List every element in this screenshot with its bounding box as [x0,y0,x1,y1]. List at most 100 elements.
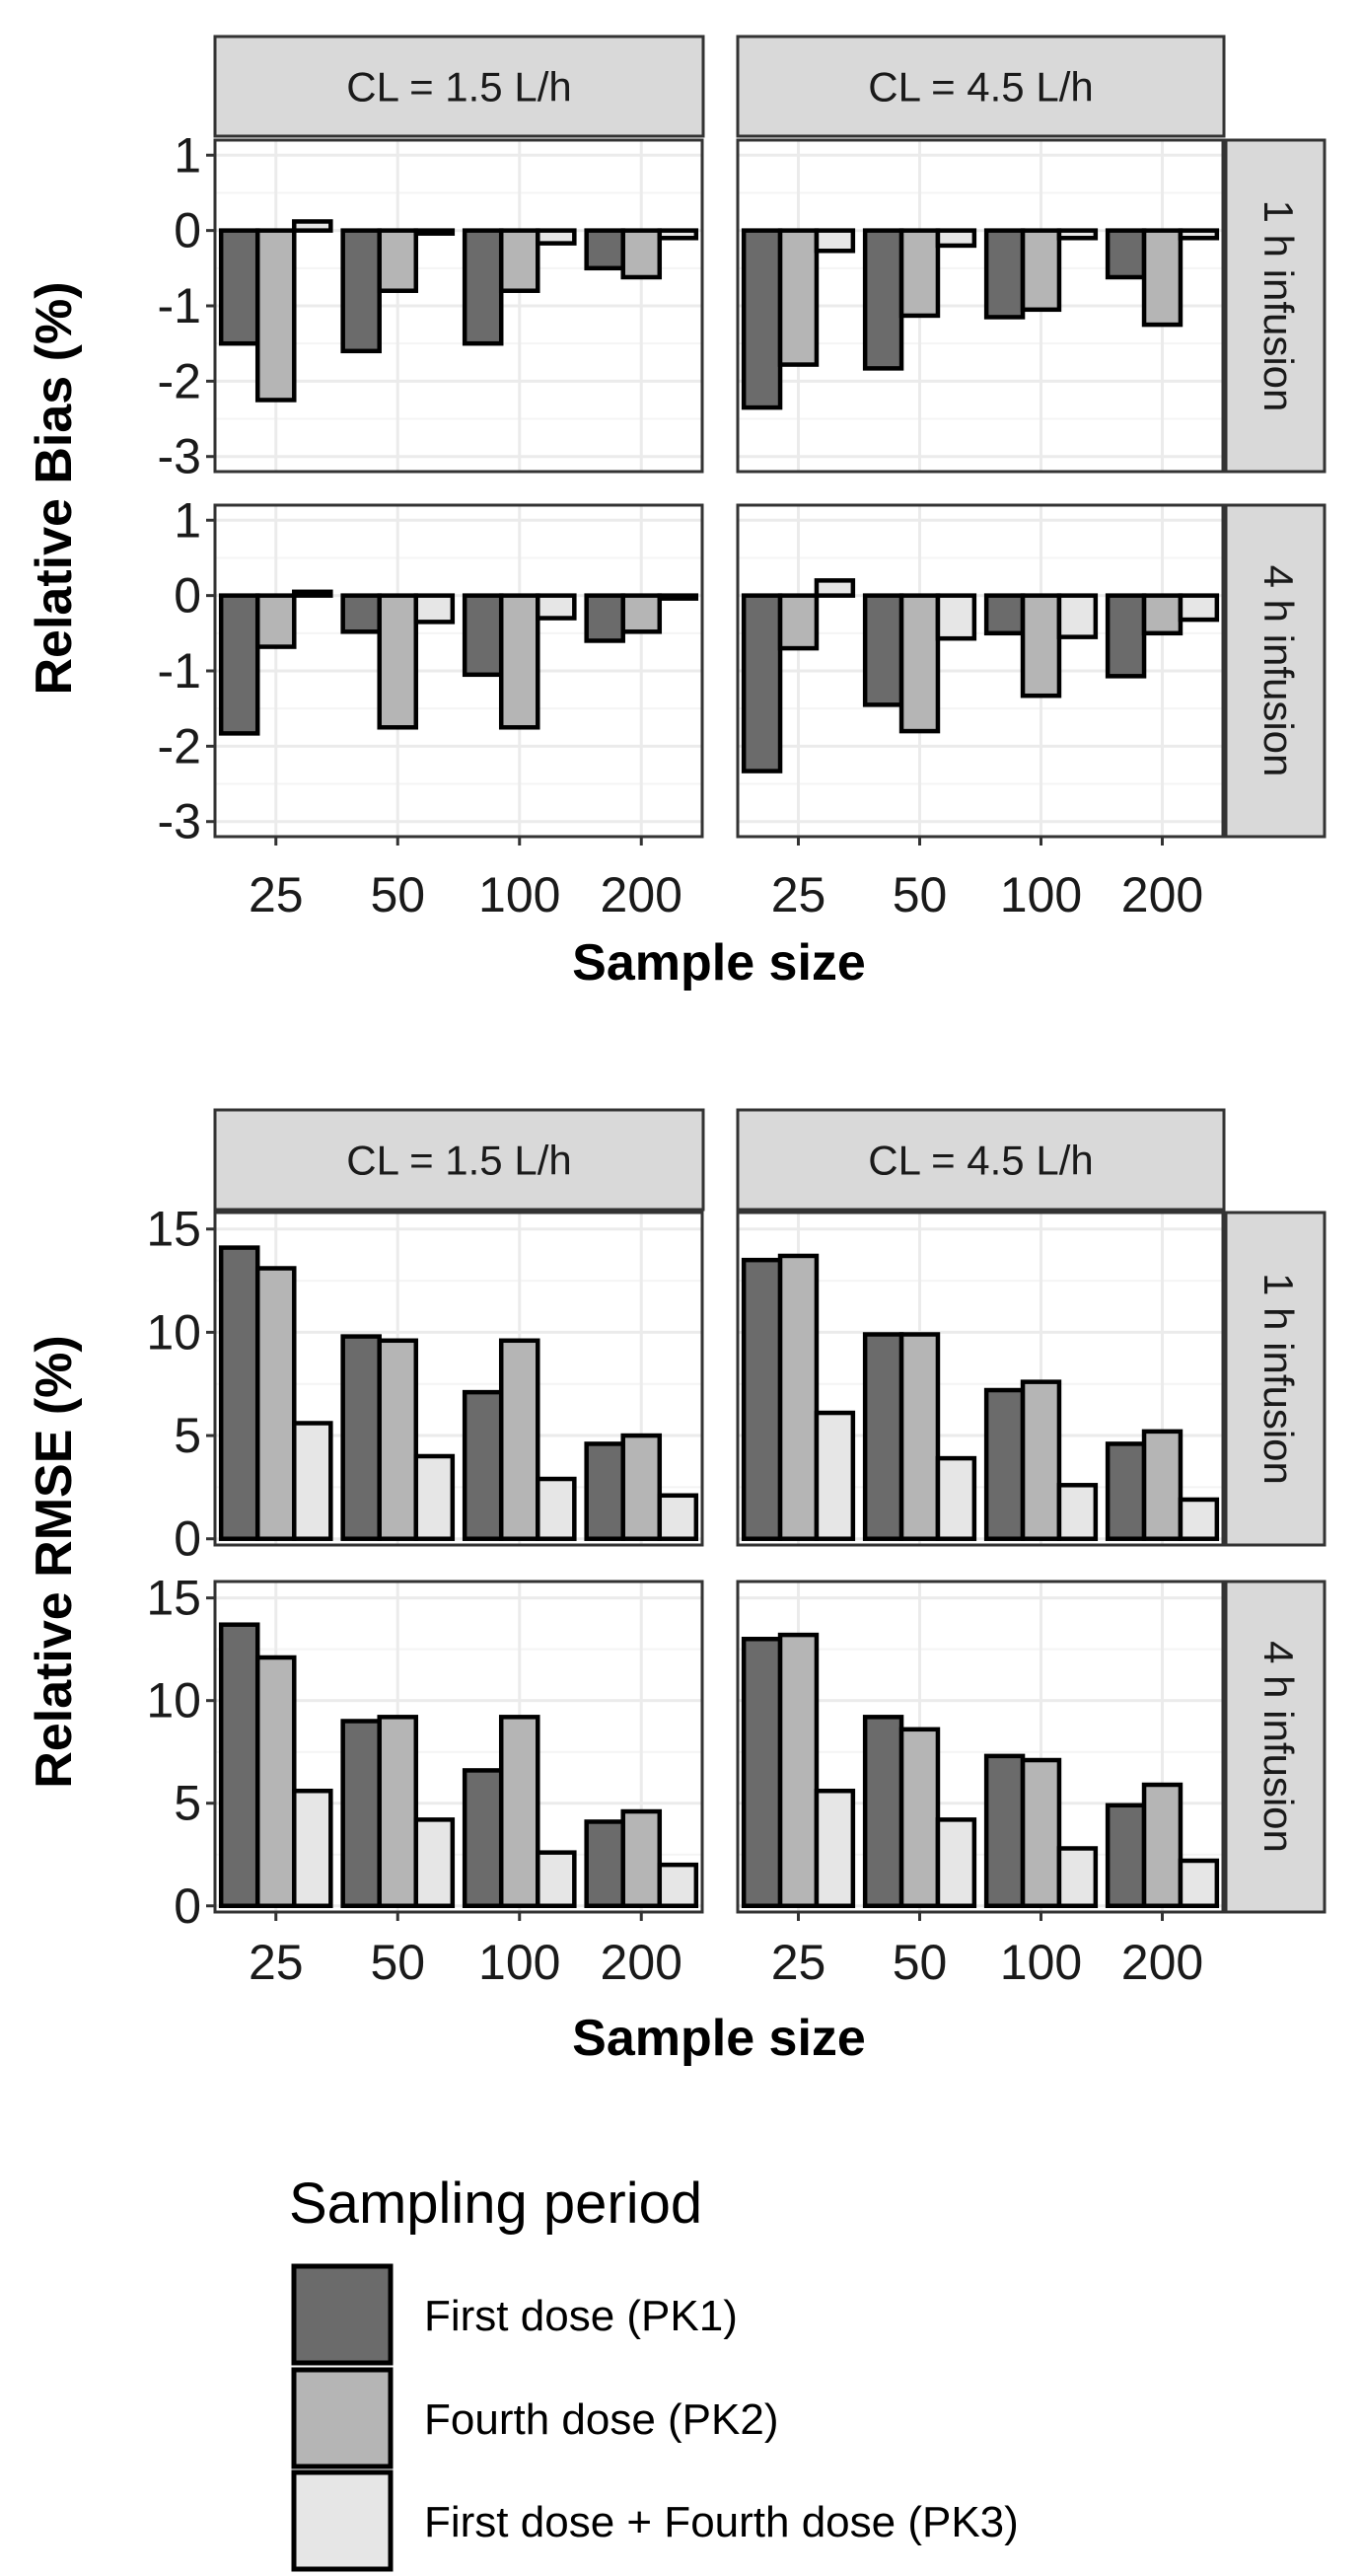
bar [1178,593,1220,623]
bar [741,593,783,773]
bar [862,593,904,707]
x-tick-label: 50 [893,867,948,922]
bar [218,593,260,736]
x-tick-label: 200 [601,867,682,922]
bar [898,1727,941,1909]
bar [935,228,977,249]
bar [584,1819,625,1909]
legend-key-pk3 [291,2469,394,2572]
x-tick-label: 100 [1000,867,1082,922]
bar [1105,593,1147,679]
bar [254,1266,297,1541]
x-tick-label: 200 [1121,1935,1203,1990]
column-strip [736,1108,1226,1212]
x-tick-label: 50 [893,1935,948,1990]
bar [1105,1441,1147,1541]
bar [814,578,856,598]
y-tick-label: -3 [158,794,201,849]
panel-border [213,1580,704,1914]
bar [983,228,1026,320]
column-strip [736,35,1226,138]
charts-layer: CL = 1.5 L/h CL = 4.5 L/h 1 h infusion 4 h … [26,35,1327,2067]
bar [1105,1803,1147,1909]
row-strip-label: 1 h infusion [1255,200,1302,412]
panel: 15 10 5 0 [146,1202,704,1567]
bar [777,1253,820,1541]
column-strip [213,35,705,138]
bar [292,1421,333,1541]
bar [657,1493,699,1541]
y-tick-label: -1 [158,278,201,333]
bar [340,1719,382,1909]
bar [377,228,419,293]
bar [1056,593,1099,639]
x-tick-label: 100 [1000,1935,1082,1990]
bar [862,1715,904,1909]
legend-label-pk1: First dose (PK1) [424,2292,738,2340]
bar [814,1410,856,1541]
legend-key-pk2 [291,2367,394,2469]
bar [657,1862,699,1909]
panel: 1 0 -1 -2 -3 25 50 100 200 [158,492,704,922]
y-tick-label: 0 [174,203,201,258]
bar [536,1850,577,1909]
bar [935,593,977,641]
x-axis-title: Sample size [572,934,866,992]
x-tick-label: 100 [478,1935,560,1990]
y-tick-label: 5 [174,1776,201,1831]
bar [620,228,663,280]
bar [1056,1846,1099,1909]
x-tick-label: 25 [771,1935,826,1990]
bar [462,228,504,346]
bar [898,593,941,734]
panel [736,1211,1225,1547]
bar [254,228,297,403]
y-axis-title: Relative Bias (%) [26,281,83,695]
bar [413,593,456,625]
bar [814,1788,856,1909]
bar [218,1245,260,1541]
panel [736,138,1225,474]
bar [498,228,540,293]
y-tick-label: 0 [174,1878,201,1934]
legend: Sampling period First dose (PK1) Fourth … [289,2171,1019,2572]
bar [254,593,297,649]
y-tick-label: 0 [174,1511,201,1567]
bar [413,1817,456,1909]
bar [1056,1483,1099,1541]
bar [1178,228,1220,241]
bar [1105,228,1147,280]
row-strip-label: 4 h infusion [1255,1641,1302,1853]
bar [935,1817,977,1909]
bar [777,228,820,367]
bar [584,228,625,271]
x-tick-label: 200 [1121,867,1203,922]
chart-relative-rmse: CL = 1.5 L/h CL = 4.5 L/h 1 h infusion 4 h … [26,1108,1327,2067]
bar [584,593,625,643]
bar [498,1338,540,1541]
panel: 25 50 100 200 [736,1580,1225,1990]
x-tick-label: 25 [249,1935,304,1990]
bar [657,593,699,601]
column-strip-label: CL = 1.5 L/h [346,64,571,110]
panel-border [736,503,1225,839]
bar [377,593,419,730]
bar [536,228,577,246]
legend-label-pk2: Fourth dose (PK2) [424,2395,779,2444]
column-strip-label: CL = 4.5 L/h [868,64,1093,110]
x-tick-label: 200 [601,1935,682,1990]
bar [340,1334,382,1541]
bar [218,1622,260,1909]
bar [413,228,456,236]
x-axis-title: Sample size [572,2010,866,2067]
bar [620,1808,663,1909]
y-tick-label: 10 [146,1304,201,1360]
bar [498,593,540,730]
y-tick-label: 10 [146,1673,201,1729]
panel-border [736,1580,1225,1914]
bar [218,228,260,346]
bar [657,228,699,241]
bar [741,1637,783,1909]
bar [377,1338,419,1541]
column-strip-label: CL = 1.5 L/h [346,1138,571,1184]
